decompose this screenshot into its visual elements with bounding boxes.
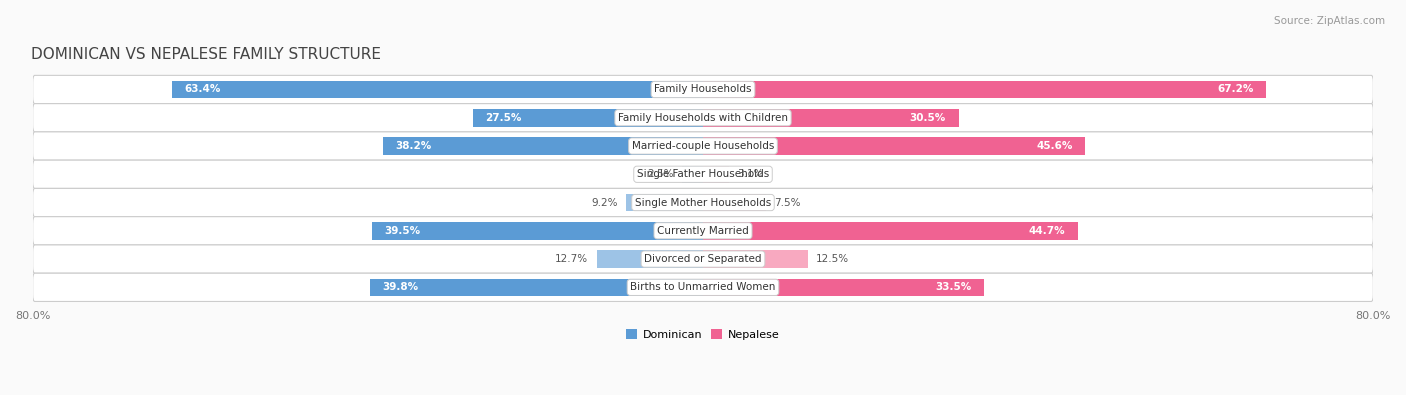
Text: Currently Married: Currently Married xyxy=(657,226,749,236)
Text: 27.5%: 27.5% xyxy=(485,113,522,123)
Text: Births to Unmarried Women: Births to Unmarried Women xyxy=(630,282,776,292)
Text: 45.6%: 45.6% xyxy=(1036,141,1073,151)
Text: Family Households with Children: Family Households with Children xyxy=(619,113,787,123)
Bar xyxy=(703,166,728,183)
Text: 63.4%: 63.4% xyxy=(184,85,221,94)
Text: 3.1%: 3.1% xyxy=(737,169,763,179)
Text: 38.2%: 38.2% xyxy=(395,141,432,151)
Bar xyxy=(626,194,703,211)
Text: 67.2%: 67.2% xyxy=(1218,85,1254,94)
Text: Single Father Households: Single Father Households xyxy=(637,169,769,179)
Bar xyxy=(472,109,703,126)
Bar xyxy=(703,278,984,296)
FancyBboxPatch shape xyxy=(32,273,1374,301)
Bar xyxy=(382,137,703,155)
Text: Divorced or Separated: Divorced or Separated xyxy=(644,254,762,264)
Text: Family Households: Family Households xyxy=(654,85,752,94)
FancyBboxPatch shape xyxy=(32,245,1374,273)
Bar xyxy=(596,250,703,268)
Text: 12.7%: 12.7% xyxy=(555,254,588,264)
Bar xyxy=(172,81,703,98)
Legend: Dominican, Nepalese: Dominican, Nepalese xyxy=(621,325,785,344)
Text: 9.2%: 9.2% xyxy=(591,198,617,207)
Text: 30.5%: 30.5% xyxy=(910,113,946,123)
Text: 7.5%: 7.5% xyxy=(775,198,801,207)
Bar xyxy=(703,137,1085,155)
FancyBboxPatch shape xyxy=(32,160,1374,188)
FancyBboxPatch shape xyxy=(32,132,1374,160)
Text: Single Mother Households: Single Mother Households xyxy=(636,198,770,207)
Text: 12.5%: 12.5% xyxy=(815,254,849,264)
Bar xyxy=(703,222,1077,239)
FancyBboxPatch shape xyxy=(32,103,1374,132)
Text: Married-couple Households: Married-couple Households xyxy=(631,141,775,151)
FancyBboxPatch shape xyxy=(32,75,1374,103)
FancyBboxPatch shape xyxy=(32,188,1374,217)
Bar xyxy=(373,222,703,239)
Text: 39.8%: 39.8% xyxy=(382,282,418,292)
Bar xyxy=(703,194,766,211)
Bar xyxy=(703,250,807,268)
Text: 33.5%: 33.5% xyxy=(935,282,972,292)
Text: Source: ZipAtlas.com: Source: ZipAtlas.com xyxy=(1274,16,1385,26)
Bar xyxy=(703,109,959,126)
FancyBboxPatch shape xyxy=(32,217,1374,245)
Text: 39.5%: 39.5% xyxy=(385,226,420,236)
Text: 44.7%: 44.7% xyxy=(1028,226,1064,236)
Text: DOMINICAN VS NEPALESE FAMILY STRUCTURE: DOMINICAN VS NEPALESE FAMILY STRUCTURE xyxy=(31,47,381,62)
Text: 2.5%: 2.5% xyxy=(647,169,673,179)
Bar xyxy=(703,81,1265,98)
Bar xyxy=(682,166,703,183)
Bar xyxy=(370,278,703,296)
